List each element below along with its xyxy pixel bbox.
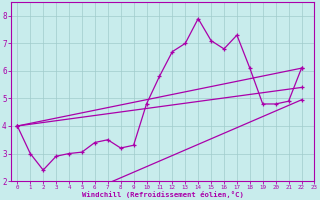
X-axis label: Windchill (Refroidissement éolien,°C): Windchill (Refroidissement éolien,°C) [82,191,244,198]
